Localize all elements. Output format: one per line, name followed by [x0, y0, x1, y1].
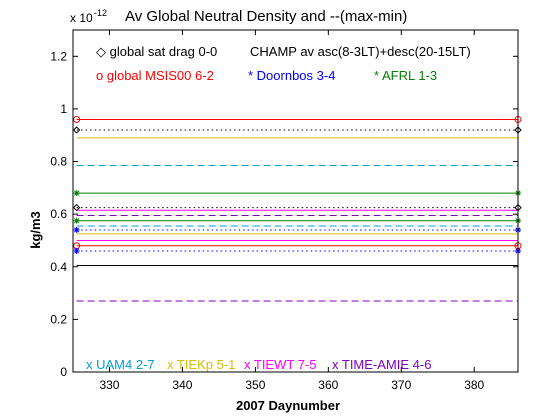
y-tick-label: 1.2 [50, 49, 67, 63]
y-tick-label: 1 [60, 102, 67, 116]
x-axis-label: 2007 Daynumber [236, 398, 340, 413]
series-3-avg-marker-start [73, 115, 81, 123]
y-tick-label: 0 [60, 365, 67, 379]
series-1-avg-marker-start [72, 203, 81, 212]
series-5-range-marker-start [73, 217, 80, 224]
y-tick-label: 0.4 [50, 260, 67, 274]
x-tick-label: 340 [172, 378, 192, 392]
series-layer [76, 118, 518, 302]
y-exponent-power: -12 [94, 8, 107, 18]
legend-entry: o global MSIS00 6-2 [96, 68, 214, 83]
y-axis-label: kg/m3 [28, 211, 43, 249]
legend-entry: x TIEKp 5-1 [167, 357, 235, 372]
ticks-layer: 330 340 350 360 370 380 0 0.2 0.4 0.6 0.8 1 1.2 [50, 30, 518, 392]
x-tick-label: 380 [464, 378, 484, 392]
y-tick-label: 0.2 [50, 312, 67, 326]
plot-area [73, 30, 518, 372]
legend-entry: x UAM4 2-7 [86, 357, 155, 372]
legend-entry: CHAMP av asc(8-3LT)+desc(20-15LT) [250, 44, 471, 59]
series-5-avg-marker-start [73, 190, 80, 197]
x-tick-label: 350 [245, 378, 265, 392]
series-1-range-marker-start [72, 126, 81, 134]
legend-entry: x TIEWT 7-5 [244, 357, 316, 372]
legend-entry: x TIME-AMIE 4-6 [332, 357, 431, 372]
legend: ◇ global sat drag 0-0 CHAMP av asc(8-3LT)… [86, 44, 471, 372]
legend-entry: * Doornbos 3-4 [248, 68, 335, 83]
y-exponent-base: x 10 [70, 11, 93, 25]
legend-entry: * AFRL 1-3 [374, 68, 437, 83]
series-4-range-marker-start [73, 247, 80, 254]
y-tick-label: 0.6 [50, 207, 67, 221]
x-tick-label: 370 [391, 378, 411, 392]
chart-title: Av Global Neutral Density and --(max-min… [125, 8, 407, 25]
y-tick-label: 0.8 [50, 155, 67, 169]
series-4-avg-marker-start [73, 226, 80, 233]
x-tick-label: 360 [318, 378, 338, 392]
plot-frame [72, 29, 519, 373]
legend-entry: ◇ global sat drag 0-0 [96, 44, 217, 59]
x-tick-label: 330 [99, 378, 119, 392]
